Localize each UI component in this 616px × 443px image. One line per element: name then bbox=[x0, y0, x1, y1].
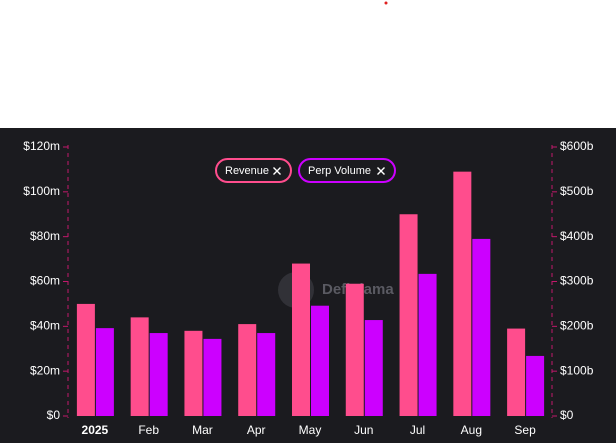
y2-tick-label: $400b bbox=[560, 229, 594, 243]
dot bbox=[384, 1, 388, 5]
bar bbox=[149, 333, 168, 416]
y-tick-label: $60m bbox=[30, 274, 60, 288]
legend-close-icon bbox=[377, 167, 385, 175]
y-tick-label: $40m bbox=[30, 319, 60, 333]
bar bbox=[184, 330, 203, 416]
legend-item[interactable]: Revenue bbox=[215, 158, 292, 183]
y2-tick-label: $600b bbox=[560, 139, 594, 153]
y-tick-label: $100m bbox=[23, 184, 60, 198]
x-tick-label: Feb bbox=[138, 423, 159, 437]
y2-tick-label: $100b bbox=[560, 363, 594, 377]
y2-tick-label: $500b bbox=[560, 184, 594, 198]
bar bbox=[130, 317, 149, 416]
legend-label: Perp Volume bbox=[308, 165, 371, 177]
y-tick-label: $0 bbox=[47, 408, 61, 422]
bar bbox=[399, 214, 418, 416]
bar bbox=[418, 273, 437, 416]
legend-pill bbox=[215, 158, 292, 183]
bar bbox=[238, 324, 257, 416]
x-tick-label: May bbox=[299, 423, 322, 437]
y2-tick-label: $0 bbox=[560, 408, 574, 422]
bar bbox=[345, 283, 364, 416]
bar bbox=[364, 320, 383, 416]
legend-label: Revenue bbox=[225, 165, 269, 177]
x-tick-label: Mar bbox=[192, 423, 213, 437]
x-tick-label: Apr bbox=[247, 423, 266, 437]
x-tick-label: 2025 bbox=[82, 423, 109, 437]
bar bbox=[507, 328, 526, 416]
y-tick-label: $20m bbox=[30, 363, 60, 377]
bar bbox=[472, 238, 491, 416]
y2-tick-label: $300b bbox=[560, 274, 594, 288]
x-tick-label: Aug bbox=[461, 423, 482, 437]
bar bbox=[453, 171, 472, 416]
y-tick-label: $120m bbox=[23, 139, 60, 153]
y2-tick-label: $200b bbox=[560, 319, 594, 333]
legend-item[interactable]: Perp Volume bbox=[298, 158, 396, 183]
bar bbox=[76, 303, 95, 416]
legend-close-icon bbox=[273, 167, 281, 175]
bar bbox=[203, 338, 222, 416]
legend-pill bbox=[298, 158, 396, 183]
x-tick-label: Jun bbox=[354, 423, 373, 437]
bar bbox=[95, 328, 114, 416]
x-tick-label: Jul bbox=[410, 423, 425, 437]
y-tick-label: $80m bbox=[30, 229, 60, 243]
x-tick-label: Sep bbox=[514, 423, 536, 437]
bar bbox=[526, 355, 545, 416]
bar bbox=[292, 263, 310, 416]
bar bbox=[257, 333, 276, 416]
bar bbox=[311, 305, 329, 416]
